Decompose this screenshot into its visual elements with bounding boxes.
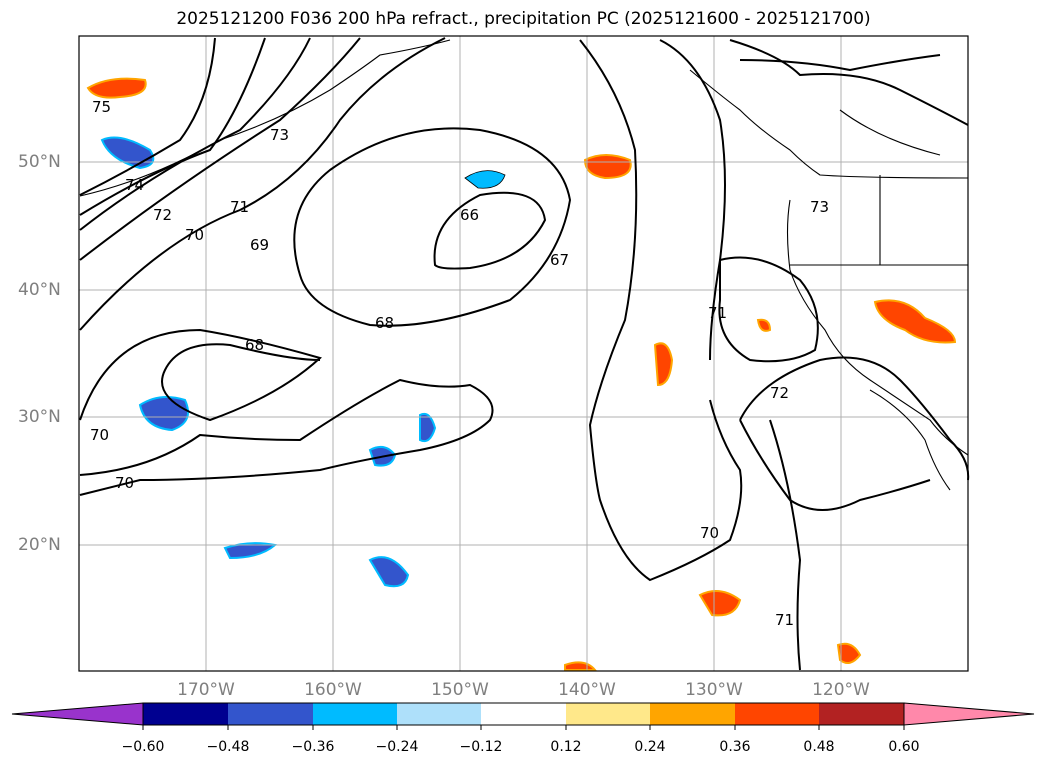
colorbar-bin [313, 703, 397, 725]
lat-label: 20°N [18, 535, 61, 555]
precip-blobs [86, 77, 957, 671]
precip-blob-pos [698, 590, 742, 617]
contour-label: 66 [460, 206, 479, 224]
map-frame [78, 35, 969, 672]
precip-blob-pos [756, 318, 772, 332]
contour-label: 72 [153, 206, 172, 224]
lat-label: 40°N [18, 280, 61, 300]
colorbar-bin [819, 703, 904, 725]
contour-label: 69 [250, 236, 269, 254]
colorbar-bin [143, 703, 228, 725]
precip-blob-neg [368, 556, 410, 588]
precip-blob-pos [583, 154, 632, 180]
colorbar-bin [397, 703, 481, 725]
lon-label: 130°W [685, 680, 743, 700]
colorbar-tick-label: −0.12 [459, 739, 503, 755]
colorbar-extend-left [11, 702, 144, 726]
precip-blob-pos [564, 661, 598, 671]
colorbar-bin [566, 703, 650, 725]
colorbar-bin [650, 703, 735, 725]
colorbar-tick-label: 0.24 [634, 739, 666, 755]
precip-blob-pos [836, 642, 862, 665]
contour-label-group: 75 74 73 72 71 70 69 66 67 68 68 70 70 7… [90, 98, 829, 629]
precip-blob-neg [100, 136, 155, 170]
contour-label: 70 [90, 426, 109, 444]
contour-label: 71 [708, 304, 727, 322]
contour-label: 68 [245, 336, 264, 354]
colorbar-tick-label: −0.48 [206, 739, 250, 755]
colorbar-tick-label: −0.24 [375, 739, 419, 755]
lat-label: 50°N [18, 152, 61, 172]
contour-label: 67 [550, 251, 569, 269]
precip-blob-neg [464, 170, 506, 189]
lon-label: 120°W [812, 680, 870, 700]
colorbar-tick-label: 0.12 [550, 739, 582, 755]
lon-label: 150°W [431, 680, 489, 700]
colorbar-tick-label: 0.36 [719, 739, 751, 755]
colorbar-extend-right [903, 702, 1035, 726]
contour-label: 72 [770, 384, 789, 402]
lon-label: 140°W [558, 680, 616, 700]
colorbar [11, 702, 1035, 730]
colorbar-tick-label: −0.36 [291, 739, 335, 755]
precip-blob-pos [873, 299, 957, 344]
contour-label: 70 [115, 474, 134, 492]
colorbar-bin [228, 703, 313, 725]
colorbar-bin [735, 703, 819, 725]
precip-blob-neg [138, 395, 189, 432]
colorbar-bin [481, 703, 566, 725]
map-title: 2025121200 F036 200 hPa refract., precip… [176, 9, 871, 29]
contour-label: 73 [270, 126, 289, 144]
precip-blob-pos [653, 342, 674, 387]
contour-label: 71 [775, 611, 794, 629]
lat-label: 30°N [18, 407, 61, 427]
lon-label: 170°W [177, 680, 235, 700]
coastlines [79, 39, 969, 491]
colorbar-tick-label: −0.60 [121, 739, 165, 755]
contour-label: 68 [375, 314, 394, 332]
contour-label: 73 [810, 198, 829, 216]
contour-label: 74 [125, 176, 144, 194]
contour-label: 70 [185, 226, 204, 244]
colorbar-tick-label: 0.48 [803, 739, 835, 755]
contour-label: 70 [700, 524, 719, 542]
colorbar-tick-label: 0.60 [888, 739, 920, 755]
contour-label: 71 [230, 198, 249, 216]
graticule [79, 36, 968, 671]
lon-label: 160°W [304, 680, 362, 700]
contour-label: 75 [92, 98, 111, 116]
precip-blob-pos [86, 77, 147, 99]
precip-blob-neg [419, 412, 437, 443]
refractivity-contours [79, 37, 970, 671]
